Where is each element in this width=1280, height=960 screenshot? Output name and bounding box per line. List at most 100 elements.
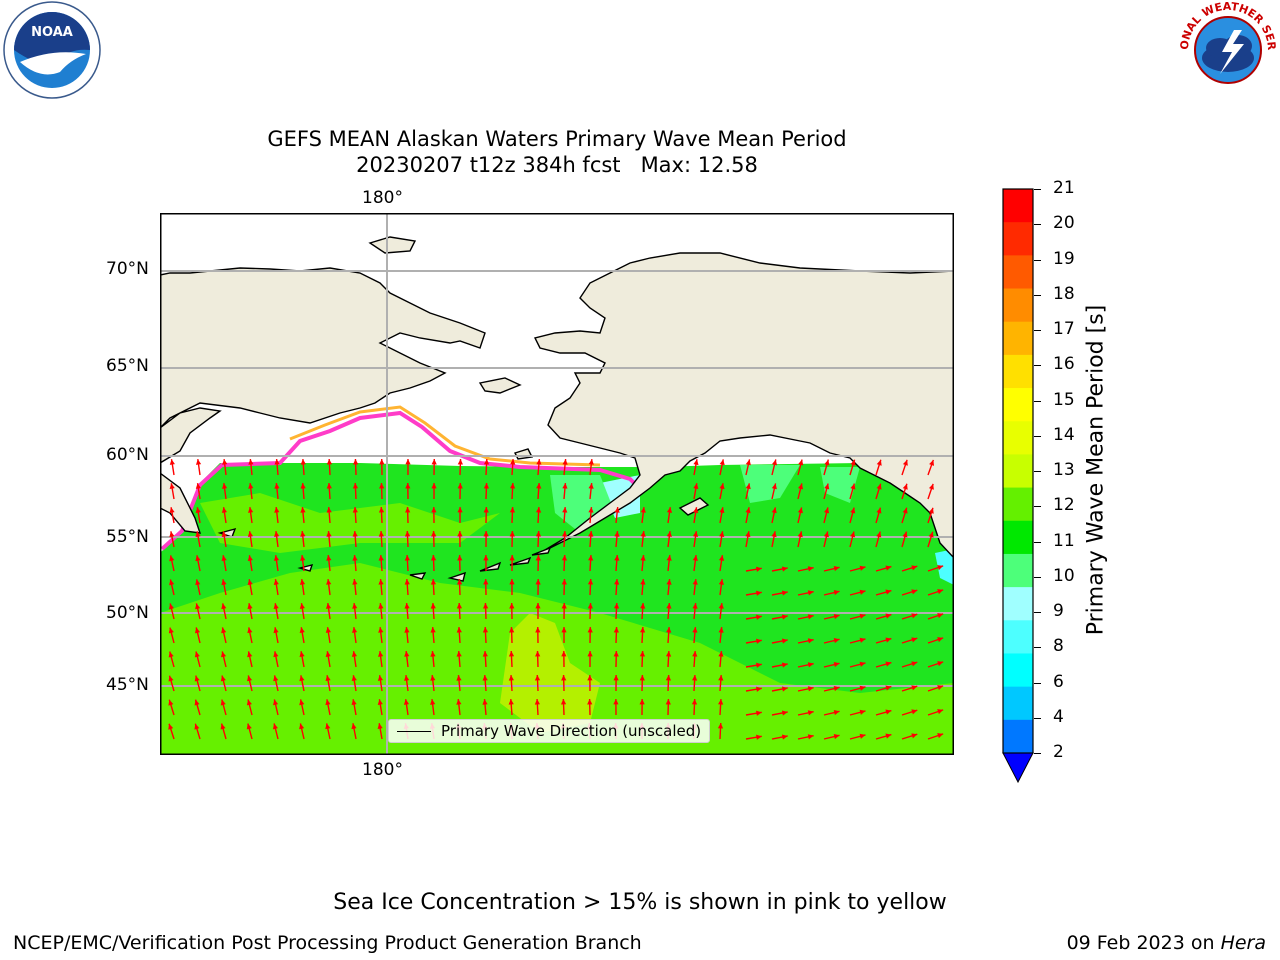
top-lon-label: 180° <box>362 188 403 208</box>
wave-arrow-head <box>613 603 620 609</box>
wave-arrow-head <box>274 483 280 489</box>
wave-arrow-head <box>378 507 385 513</box>
wave-arrow-head <box>274 507 280 513</box>
wave-field-yellowgreen <box>500 613 600 733</box>
colorbar-tick-label: 12 <box>1053 495 1075 516</box>
colorbar-tick-label: 15 <box>1053 389 1075 410</box>
wave-arrow-head <box>665 651 672 657</box>
wave-arrow-head <box>718 627 724 633</box>
wave-arrow-head <box>639 675 645 681</box>
wave-arrow-head <box>273 675 279 682</box>
wave-arrow-head <box>756 590 762 596</box>
wave-arrow-head <box>885 637 892 643</box>
wave-arrow-head <box>352 483 359 489</box>
wave-arrow-head <box>195 555 201 562</box>
wave-arrow-head <box>169 459 175 465</box>
colorbar-segment <box>1003 189 1033 223</box>
wave-arrow-head <box>535 531 542 537</box>
wave-arrow-head <box>833 589 840 596</box>
wave-arrow-head <box>221 579 227 586</box>
wave-arrow-head <box>561 603 567 609</box>
wave-arrow-head <box>745 531 751 538</box>
colorbar-segment <box>1003 653 1033 688</box>
wave-arrow-head <box>911 565 918 571</box>
wave-arrow-head <box>833 733 840 740</box>
wave-arrow-head <box>859 637 866 643</box>
sea-ice-band-outer <box>289 405 601 467</box>
colorbar-tick-mark <box>1034 330 1041 331</box>
wave-arrow-head <box>859 733 866 739</box>
wave-arrow-head <box>326 555 332 561</box>
wave-arrow-head <box>562 459 568 465</box>
wave-arrow-head <box>693 483 699 490</box>
wave-arrow-head <box>666 603 672 609</box>
wave-arrow-head <box>248 507 254 513</box>
wave-arrow-head <box>587 627 593 633</box>
wave-arrow-head <box>561 651 567 657</box>
wave-arrow-head <box>430 579 437 585</box>
wave-arrow-head <box>561 555 568 561</box>
wave-arrow-head <box>404 603 410 609</box>
wave-arrow-head <box>300 555 306 561</box>
wave-arrow-head <box>756 686 762 692</box>
wave-arrow-head <box>194 651 200 658</box>
legend-label: Primary Wave Direction (unscaled) <box>441 722 702 740</box>
colorbar-segment <box>1003 454 1033 489</box>
wave-arrow-head <box>719 459 725 466</box>
wave-arrow-head <box>378 531 384 537</box>
wave-arrow-head <box>169 483 175 489</box>
wave-arrow-head <box>351 627 358 633</box>
wave-arrow-head <box>168 651 174 658</box>
wave-arrow-head <box>509 627 515 633</box>
wave-arrow-head <box>781 614 788 620</box>
wave-arrow-head <box>325 651 331 657</box>
wave-arrow-head <box>587 579 594 585</box>
wave-arrow-head <box>781 686 788 692</box>
wave-arrow-head <box>508 699 514 705</box>
wave-arrow-head <box>482 675 488 681</box>
colorbar-tick-label: 16 <box>1053 354 1075 375</box>
wave-arrow-head <box>247 651 253 658</box>
wave-arrow-head <box>859 565 866 571</box>
colorbar-tick-mark <box>1034 717 1041 719</box>
wave-arrow-head <box>937 661 944 667</box>
wave-arrow-head <box>483 483 489 489</box>
colorbar-tick-mark <box>1034 189 1041 190</box>
wave-arrow-head <box>195 483 201 489</box>
wave-arrow-head <box>613 675 619 681</box>
wave-arrow-head <box>718 675 724 681</box>
colorbar-label: Primary Wave Mean Period [s] <box>1083 304 1109 636</box>
wave-arrow-head <box>771 507 777 514</box>
wave-arrow-head <box>798 459 804 466</box>
wave-arrow-head <box>807 590 814 596</box>
wave-arrow-head <box>168 627 174 634</box>
wave-arrow-head <box>614 555 620 561</box>
wave-arrow-head <box>911 709 918 715</box>
wave-arrow-head <box>352 603 358 609</box>
colorbar-tick-mark <box>1034 471 1041 472</box>
wave-arrow-head <box>378 603 384 609</box>
wave-arrow-head <box>535 579 541 585</box>
wave-arrow-head <box>640 507 646 513</box>
wave-arrow-head <box>588 531 594 537</box>
wave-arrow-head <box>221 627 227 634</box>
wave-arrow-head <box>807 614 814 620</box>
wave-arrow-head <box>807 566 814 572</box>
wave-arrow-head <box>221 507 228 513</box>
wave-arrow-head <box>169 579 175 586</box>
wave-arrow-head <box>221 483 228 489</box>
wave-arrow-head <box>220 651 227 658</box>
lat-label-70: 70°N <box>106 259 149 279</box>
wave-arrow-head <box>693 459 699 466</box>
wave-arrow-head <box>456 675 462 681</box>
wave-arrow-head <box>833 709 840 716</box>
wave-arrow-head <box>562 483 568 489</box>
wave-arrow-head <box>352 531 358 537</box>
wave-arrow-head <box>378 627 384 633</box>
wave-arrow-head <box>483 579 489 585</box>
wave-arrow-head <box>431 459 437 465</box>
wave-arrow-head <box>613 627 619 633</box>
wave-arrow-head <box>807 638 814 644</box>
wave-arrow-head <box>902 459 908 466</box>
wave-arrow-head <box>850 531 856 538</box>
